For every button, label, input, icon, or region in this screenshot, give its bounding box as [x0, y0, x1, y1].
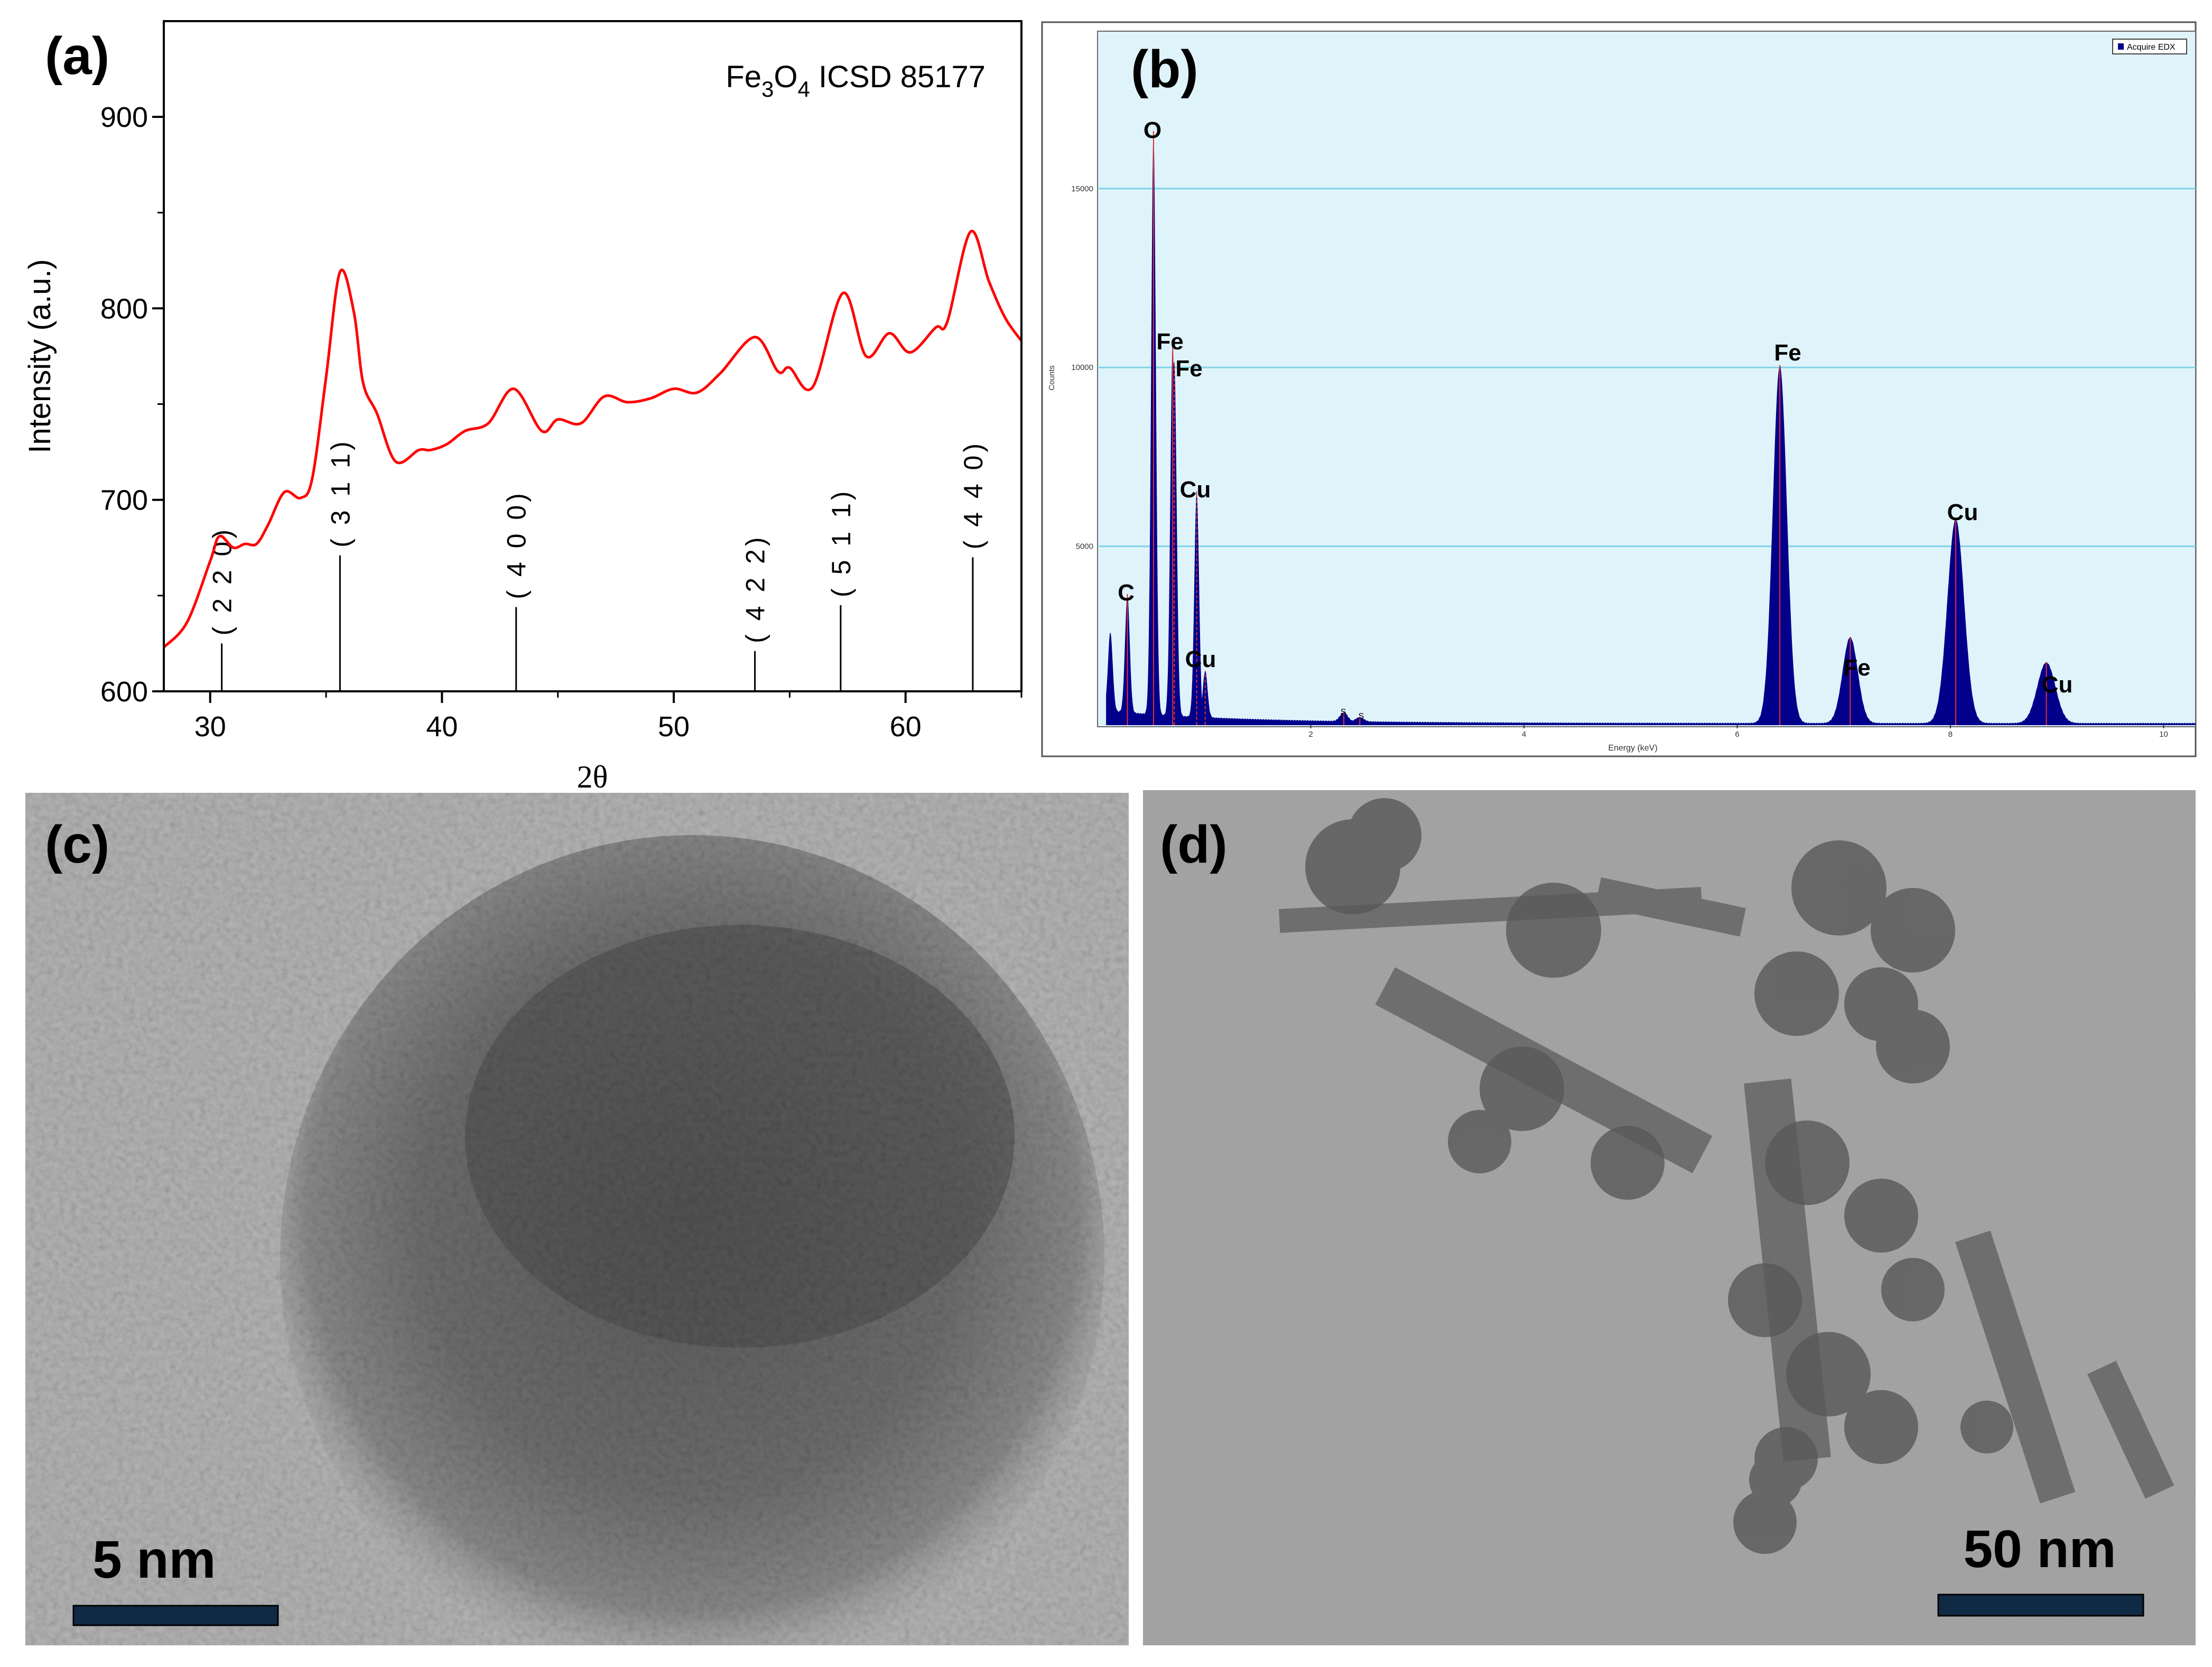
- peak-label: S: [1341, 708, 1346, 717]
- x-tick-label: 2: [1308, 730, 1313, 739]
- panel-label-c: (c): [45, 815, 109, 874]
- legend-swatch: [2118, 43, 2124, 50]
- y-tick-label: 15000: [1071, 184, 1093, 193]
- xrd-axes: 30 40 50 60 600 700 800 900: [100, 101, 1023, 743]
- edx-x-axis-label: Energy (keV): [1608, 744, 1657, 753]
- y-tick-label: 800: [100, 293, 148, 325]
- peak-label: Fe: [1774, 340, 1801, 366]
- peak-label: Fe: [1175, 356, 1202, 382]
- peak-label: Cu: [2042, 672, 2073, 698]
- hkl-label: ( 4 2 2): [741, 534, 770, 643]
- peak-label: Cu: [1947, 499, 1978, 525]
- edx-gridlines: [1098, 188, 2196, 548]
- xrd-panel: (a) ( 2 2 0) ( 3 1 1) ( 4 0 0) ( 4 2 2) ( 5 …: [23, 20, 1023, 794]
- peak-label: Fe: [1156, 329, 1183, 355]
- nanoparticles: [1305, 798, 2013, 1554]
- x-tick-label: 8: [1948, 730, 1953, 739]
- x-tick-label: 30: [194, 711, 226, 743]
- reference-lines: ( 2 2 0) ( 3 1 1) ( 4 0 0) ( 4 2 2) ( 5 1 1)…: [208, 438, 988, 691]
- y-tick-label: 600: [100, 676, 148, 708]
- peak-label: Cu: [1185, 646, 1216, 672]
- y-tick-label: 5000: [1076, 542, 1093, 551]
- edx-axes: 5000 10000 15000 2 4 6 8 10: [1071, 184, 2168, 739]
- y-tick-label: 900: [100, 101, 148, 133]
- hkl-label: ( 5 1 1): [826, 488, 856, 597]
- legend-label: Acquire EDX: [2127, 43, 2176, 52]
- peak-label: O: [1144, 117, 1161, 143]
- xrd-plot-frame: [163, 20, 1023, 692]
- panel-label-b: (b): [1131, 40, 1198, 99]
- scale-bar-label-d: 50 nm: [1963, 1520, 2116, 1579]
- x-tick-label: 6: [1735, 730, 1739, 739]
- hrtem-image-panel: 5 nm (c): [25, 793, 1129, 1645]
- xrd-x-axis-label: 2θ: [577, 760, 608, 794]
- x-tick-label: 10: [2159, 730, 2168, 739]
- edx-legend: Acquire EDX: [2112, 39, 2187, 54]
- scale-bar-c: [72, 1605, 279, 1626]
- y-tick-label: 10000: [1071, 363, 1093, 372]
- hkl-label: ( 3 1 1): [326, 438, 355, 547]
- y-tick-label: 700: [100, 485, 148, 516]
- hkl-label: ( 2 2 0): [208, 526, 237, 635]
- x-tick-label: 50: [658, 711, 690, 743]
- x-tick-label: 40: [426, 711, 458, 743]
- xrd-y-axis-label: Intensity (a.u.): [23, 259, 57, 453]
- peak-label: Fe: [1843, 655, 1870, 681]
- hkl-label: ( 4 4 0): [959, 440, 988, 549]
- xrd-series-line: [164, 229, 1021, 649]
- scale-bar-label-c: 5 nm: [92, 1530, 216, 1589]
- hkl-label: ( 4 0 0): [502, 490, 532, 599]
- scale-bar-d: [1937, 1594, 2144, 1617]
- x-tick-label: 4: [1522, 730, 1526, 739]
- xrd-annotation: Fe3O4 ICSD 85177: [726, 60, 986, 101]
- panel-label-a: (a): [45, 26, 109, 86]
- peak-label: S: [1359, 712, 1364, 721]
- panel-label-d: (d): [1160, 815, 1228, 874]
- peak-label: Cu: [1180, 477, 1211, 503]
- peak-label: C: [1118, 580, 1135, 606]
- edx-plot-area: [1097, 31, 2196, 727]
- tem-image-panel: 50 nm (d): [1143, 790, 2196, 1645]
- edx-y-axis-label: Counts: [1047, 365, 1056, 391]
- x-tick-label: 60: [890, 711, 922, 743]
